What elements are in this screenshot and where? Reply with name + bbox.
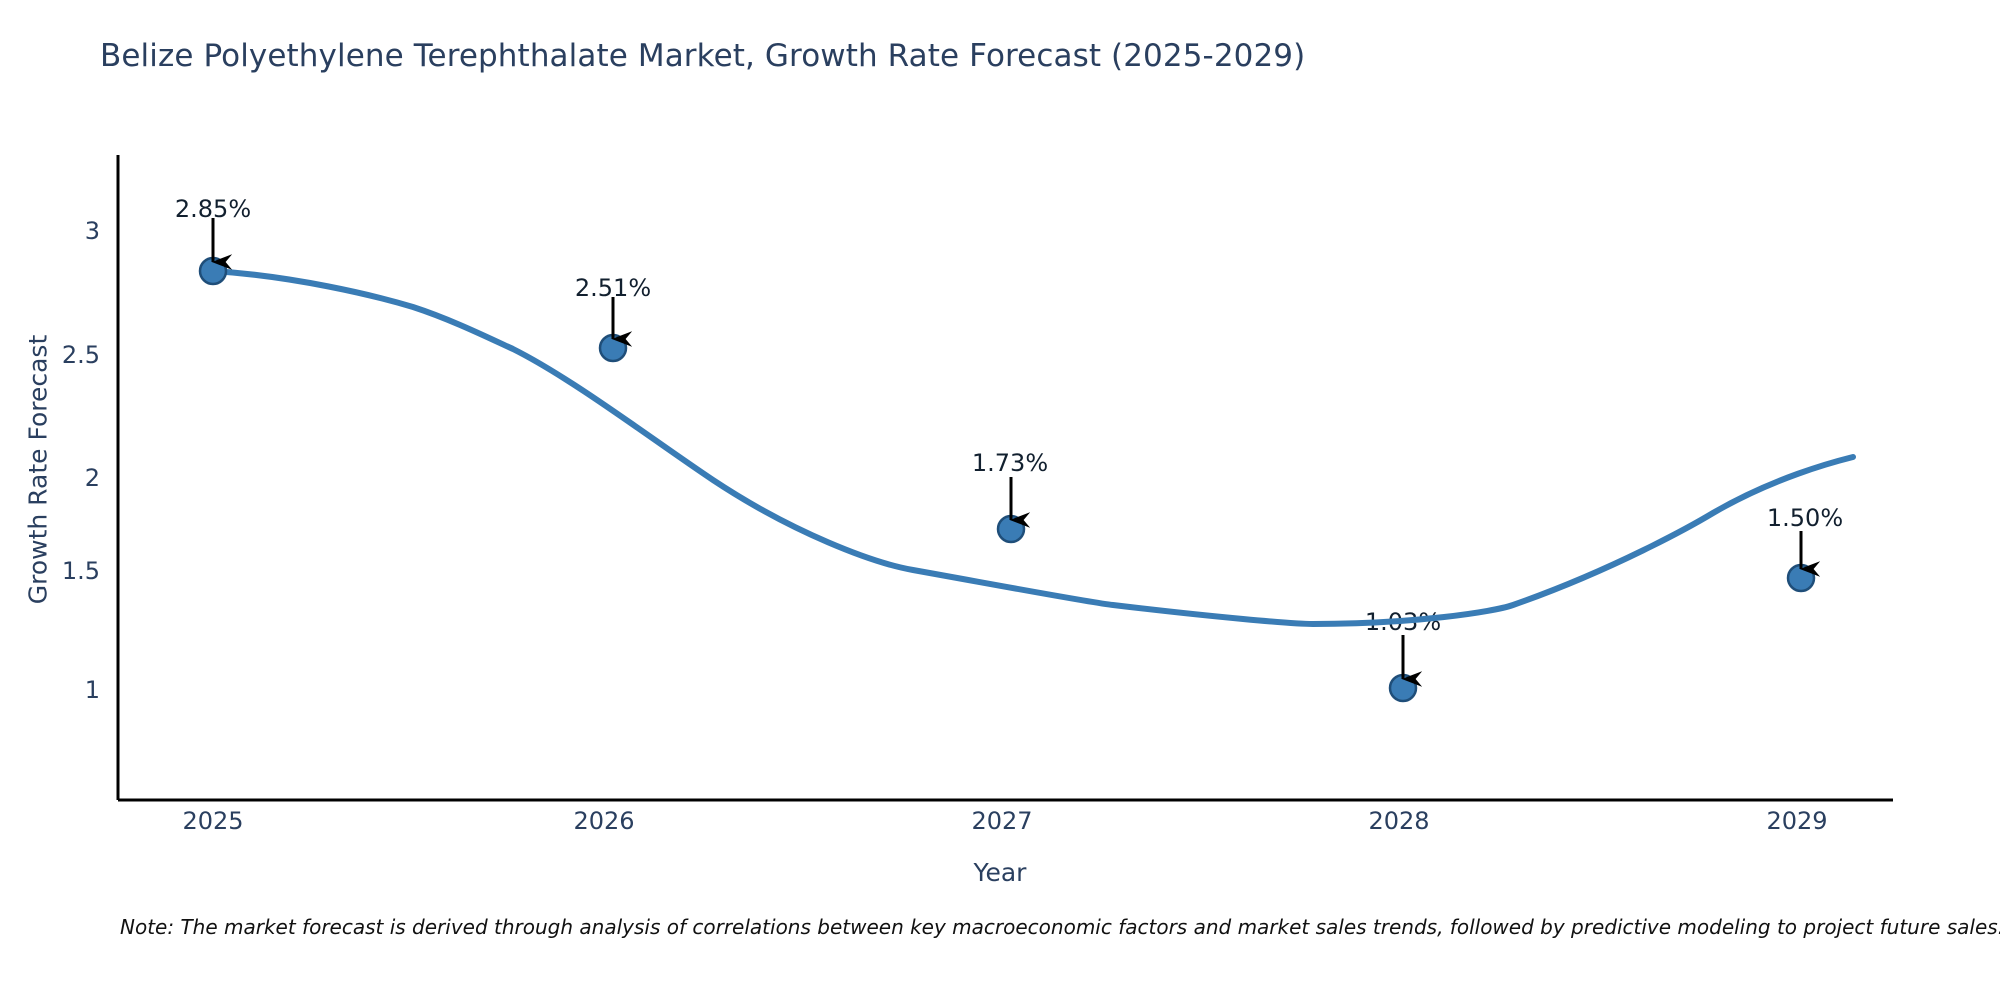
data-label-2028: 1.03% [1364,608,1442,636]
data-point-2025 [198,256,228,286]
x-tick-label-2028: 2028 [1368,807,1430,835]
chart-title: Belize Polyethylene Terephthalate Market… [100,38,1306,74]
data-point-2027 [996,514,1026,544]
y-tick-label-2: 2 [84,464,100,492]
x-tick-label-2025: 2025 [182,807,244,835]
y-tick-label-1: 1 [84,676,100,704]
data-point-2026 [598,333,628,363]
data-label-2027: 1.73% [971,449,1049,477]
data-label-2026: 2.51% [574,274,652,302]
y-tick-label-2-5: 2.5 [61,341,100,369]
data-line-series [210,268,1856,627]
data-point-2029 [1786,563,1816,593]
x-tick-label-2026: 2026 [573,807,635,835]
x-tick-label-2029: 2029 [1766,807,1828,835]
data-label-2025: 2.85% [174,195,252,223]
y-tick-label-1-5: 1.5 [61,557,100,585]
data-label-2029: 1.50% [1766,504,1844,532]
y-tick-label-3: 3 [84,217,100,245]
chart-footnote: Note: The market forecast is derived thr… [120,915,2000,939]
data-point-2028 [1388,673,1418,703]
x-axis-title: Year [973,858,1027,887]
x-tick-label-2027: 2027 [971,807,1033,835]
